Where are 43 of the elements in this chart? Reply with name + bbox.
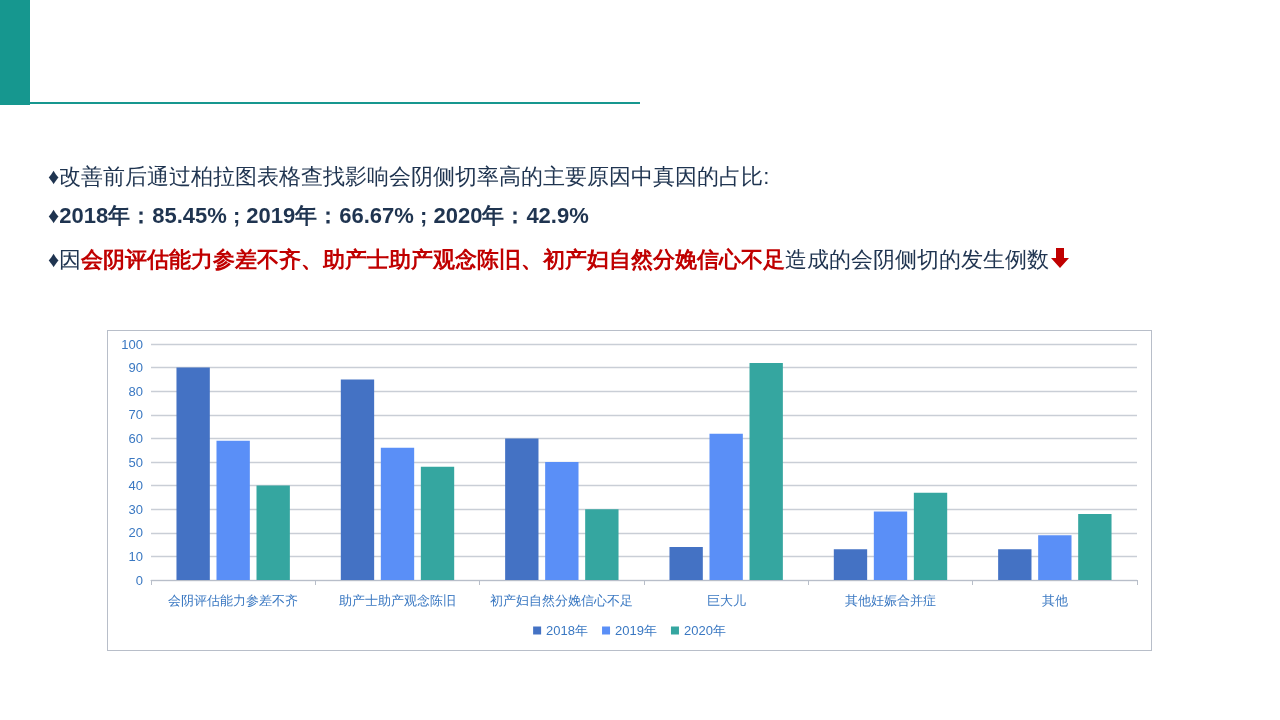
bar bbox=[340, 379, 375, 580]
bar bbox=[380, 447, 415, 580]
y-tick-label: 20 bbox=[128, 525, 143, 541]
x-tick-label: 其他 bbox=[1041, 593, 1068, 608]
chart-subtitle: ♦2018年：85.45% ; 2019年：66.67% ; 2020年：42.9% bbox=[48, 202, 589, 230]
bar bbox=[216, 440, 250, 580]
bar bbox=[833, 549, 868, 580]
x-tick-label: 其他妊娠合并症 bbox=[845, 593, 936, 608]
bar bbox=[176, 367, 210, 580]
y-tick-label: 50 bbox=[128, 454, 143, 470]
bar bbox=[505, 438, 539, 580]
legend-label: 2019年 bbox=[615, 623, 657, 638]
y-tick-label: 30 bbox=[128, 501, 143, 517]
text: ♦因 bbox=[48, 247, 82, 272]
y-tick-label: 90 bbox=[128, 360, 143, 376]
bar bbox=[420, 466, 455, 580]
bar bbox=[1078, 513, 1112, 580]
x-tick-label: 会阴评估能力参差不齐 bbox=[168, 593, 299, 608]
y-tick-label: 60 bbox=[128, 430, 143, 446]
text: 会阴评估能力参差不齐、助产士助产观念陈旧、初产妇自然分娩信心不足 bbox=[81, 247, 786, 272]
legend-label: 2018年 bbox=[546, 623, 589, 638]
y-tick-label: 100 bbox=[121, 336, 143, 352]
bar bbox=[998, 549, 1032, 580]
bar bbox=[873, 511, 908, 580]
x-tick-label: 助产士助产观念陈旧 bbox=[339, 593, 456, 608]
bar bbox=[669, 546, 703, 580]
x-tick-label: 巨大儿 bbox=[706, 593, 746, 608]
y-tick-label: 10 bbox=[128, 548, 143, 564]
x-tick-label: 初产妇自然分娩信心不足 bbox=[490, 593, 634, 608]
legend-label: 2020年 bbox=[683, 623, 726, 638]
bar bbox=[1038, 535, 1072, 580]
bar bbox=[913, 492, 948, 580]
text: 造成的会阴侧切的发生例数 bbox=[785, 247, 1050, 272]
bar bbox=[749, 362, 783, 580]
chart-title: ♦改善前后通过柏拉图表格查找影响会阴侧切率高的主要原因中真因的占比: bbox=[48, 163, 770, 191]
bar bbox=[256, 485, 290, 580]
y-tick-label: 70 bbox=[128, 407, 143, 423]
bar bbox=[545, 462, 579, 580]
y-tick-label: 80 bbox=[128, 383, 143, 399]
y-tick-label: 0 bbox=[135, 572, 143, 588]
y-tick-label: 40 bbox=[128, 478, 143, 494]
bar bbox=[709, 433, 743, 580]
bar bbox=[585, 509, 619, 580]
